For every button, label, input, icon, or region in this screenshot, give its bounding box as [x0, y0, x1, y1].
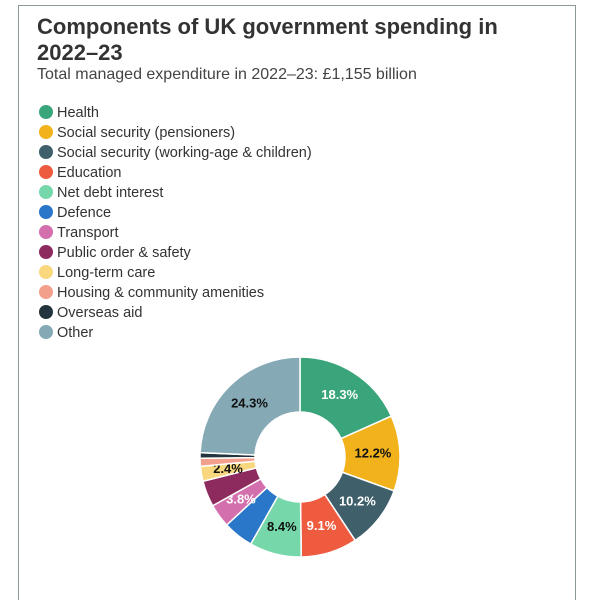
legend-swatch — [39, 285, 53, 299]
legend-label: Transport — [57, 225, 119, 241]
value-label: 10.2% — [339, 494, 376, 509]
legend-swatch — [39, 205, 53, 219]
legend-swatch — [39, 305, 53, 319]
legend-label: Public order & safety — [57, 245, 192, 261]
value-label: 3.8% — [226, 491, 256, 506]
legend-swatch — [39, 165, 53, 179]
legend-label: Defence — [57, 205, 111, 221]
donut-slice — [199, 356, 301, 456]
legend-swatch — [39, 185, 53, 199]
value-label: 8.4% — [267, 519, 297, 534]
value-label: 12.2% — [355, 446, 392, 461]
legend-label: Housing & community amenities — [57, 285, 264, 301]
legend-label: Social security (pensioners) — [57, 125, 235, 141]
legend-swatch — [39, 325, 53, 339]
legend-label: Long-term care — [57, 265, 155, 281]
legend-label: Net debt interest — [57, 185, 163, 201]
legend-swatch — [39, 145, 53, 159]
legend-swatch — [39, 245, 53, 259]
legend-swatch — [39, 265, 53, 279]
legend-label: Education — [57, 165, 122, 181]
chart-title: Components of UK government spending in … — [37, 14, 498, 65]
chart-subtitle: Total managed expenditure in 2022–23: £1… — [37, 66, 417, 83]
card-frame — [18, 5, 576, 600]
legend-label: Overseas aid — [57, 305, 142, 321]
legend-swatch — [39, 225, 53, 239]
legend-swatch — [39, 125, 53, 139]
legend-label: Health — [57, 105, 99, 121]
legend-label: Other — [57, 325, 93, 341]
legend-label: Social security (working-age & children) — [57, 145, 312, 161]
legend-swatch — [39, 105, 53, 119]
value-label: 18.3% — [321, 387, 358, 402]
value-label: 9.1% — [307, 518, 337, 533]
value-label: 24.3% — [231, 396, 268, 411]
